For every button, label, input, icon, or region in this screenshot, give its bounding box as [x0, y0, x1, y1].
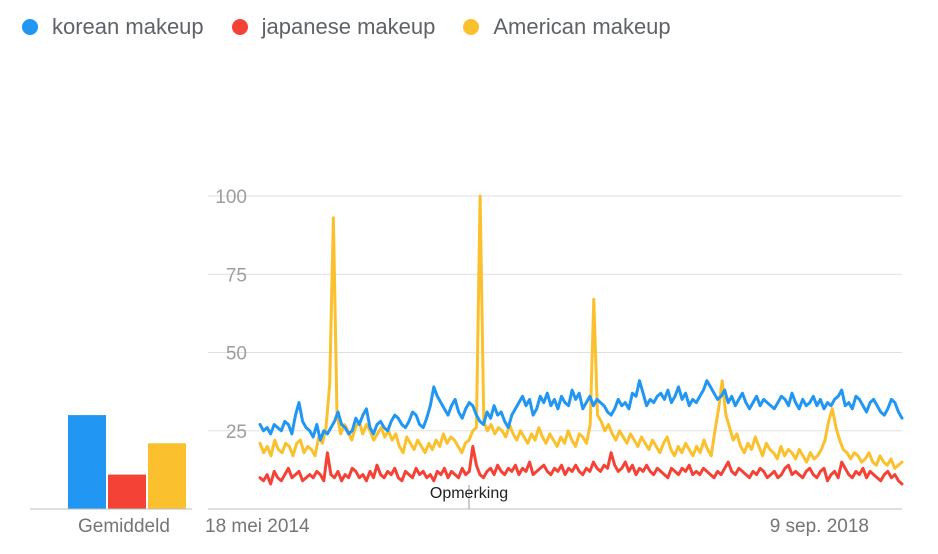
y-tick-label-100: 100 [215, 187, 247, 208]
y-tick-label-50: 50 [226, 344, 247, 365]
y-tick-label-75: 75 [226, 265, 247, 286]
average-label: Gemiddeld [78, 516, 170, 537]
x-tick-label-end[interactable]: 9 sep. 2018 [770, 516, 869, 537]
legend-dot-korean [22, 19, 38, 35]
series-lines [258, 194, 904, 486]
legend-label-korean: korean makeup [52, 14, 204, 39]
legend-item-korean[interactable]: korean makeup [22, 14, 204, 40]
legend: korean makeup japanese makeup American m… [22, 14, 699, 40]
legend-item-american[interactable]: American makeup [463, 14, 671, 40]
x-tick-label-start: 18 mei 2014 [205, 516, 310, 537]
series-line-american[interactable] [258, 194, 904, 470]
average-bar-korean[interactable] [68, 415, 106, 509]
series-line-korean[interactable] [258, 379, 904, 442]
legend-dot-american [463, 19, 480, 35]
average-bar-american[interactable] [148, 443, 186, 509]
y-axis-labels: 25 50 75 100 [215, 187, 247, 443]
legend-item-japanese[interactable]: japanese makeup [231, 14, 436, 40]
legend-label-japanese: japanese makeup [261, 14, 436, 39]
note-label[interactable]: Opmerking [430, 485, 508, 502]
average-bar-japanese[interactable] [108, 474, 146, 509]
y-tick-label-25: 25 [226, 422, 247, 443]
series-line-japanese[interactable] [258, 444, 904, 486]
average-bars [68, 415, 186, 509]
grid-lines [208, 195, 902, 432]
x-axis [30, 485, 902, 510]
legend-label-american: American makeup [493, 14, 671, 39]
legend-dot-japanese [231, 19, 248, 35]
